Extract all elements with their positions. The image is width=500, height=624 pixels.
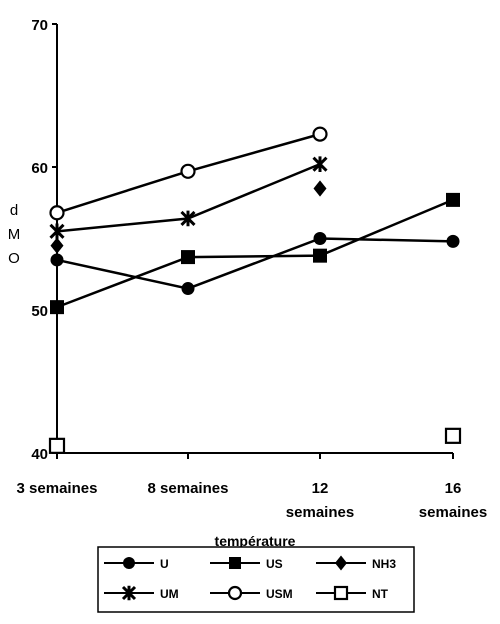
legend-marker-nh3 <box>335 555 347 571</box>
data-point-um <box>49 223 65 240</box>
data-point-u <box>181 282 195 296</box>
series-line-us <box>56 198 454 309</box>
legend-marker-nt <box>333 585 349 601</box>
y-axis-label-letter: O <box>8 250 20 267</box>
legend-item-um: UM <box>104 585 179 601</box>
legend-marker-um <box>121 585 137 601</box>
legend-item-us: US <box>210 557 283 571</box>
data-point-nh3 <box>313 180 327 197</box>
y-axis-label-letter: M <box>8 226 21 243</box>
y-axis-label: dMO <box>8 202 21 267</box>
legend-label-um: UM <box>160 587 179 601</box>
legend-label-u: U <box>160 557 169 571</box>
data-point-us <box>446 192 460 207</box>
y-axis-label-letter: d <box>10 202 18 219</box>
legend-label-nt: NT <box>372 587 389 601</box>
data-point-usm <box>49 205 65 221</box>
data-point-us <box>313 248 327 263</box>
x-tick-label: 16 semaines <box>419 480 487 521</box>
legend-marker-u <box>123 557 135 569</box>
x-tick-labels: 3 semaines 8 semaines 12 semaines 16 semaines <box>17 480 488 521</box>
legend-item-u: U <box>104 557 169 571</box>
legend: U US NH3 UM USM NT <box>97 546 415 613</box>
x-axis-title: température <box>215 533 296 549</box>
x-tick-label: 12 semaines <box>286 480 354 521</box>
series-nh3 <box>50 180 327 254</box>
series-group <box>48 126 462 454</box>
series-um <box>49 156 328 240</box>
legend-marker-us <box>229 557 241 569</box>
data-point-us <box>50 300 64 315</box>
legend-label-nh3: NH3 <box>372 557 396 571</box>
data-point-nt <box>444 427 462 444</box>
series-nt <box>48 427 462 454</box>
axes <box>52 23 454 459</box>
x-tick-label: 8 semaines <box>148 480 229 497</box>
legend-item-usm: USM <box>210 585 293 601</box>
data-point-u <box>50 253 64 267</box>
data-point-nh3 <box>50 237 64 254</box>
x-tick-label: 3 semaines <box>17 480 98 497</box>
data-point-usm <box>180 163 196 179</box>
series-u <box>50 232 460 296</box>
y-tick-label: 60 <box>31 160 48 177</box>
data-point-usm <box>312 126 328 142</box>
series-usm <box>49 126 328 221</box>
data-point-nt <box>48 437 66 454</box>
y-tick-labels: 40 50 60 70 <box>31 17 48 463</box>
data-point-um <box>312 156 328 172</box>
data-point-us <box>181 250 195 265</box>
y-tick-label: 40 <box>31 446 48 463</box>
legend-item-nt: NT <box>316 585 389 601</box>
legend-label-us: US <box>266 557 283 571</box>
data-point-u <box>313 232 327 245</box>
data-point-um <box>180 210 196 227</box>
data-point-u <box>446 234 460 248</box>
legend-label-usm: USM <box>266 587 293 601</box>
series-us <box>50 192 460 315</box>
legend-item-nh3: NH3 <box>316 555 396 571</box>
legend-box <box>97 546 415 613</box>
y-tick-label: 50 <box>31 303 48 320</box>
y-tick-label: 70 <box>31 17 48 34</box>
legend-marker-usm <box>227 585 243 601</box>
series-line-u <box>56 237 454 290</box>
